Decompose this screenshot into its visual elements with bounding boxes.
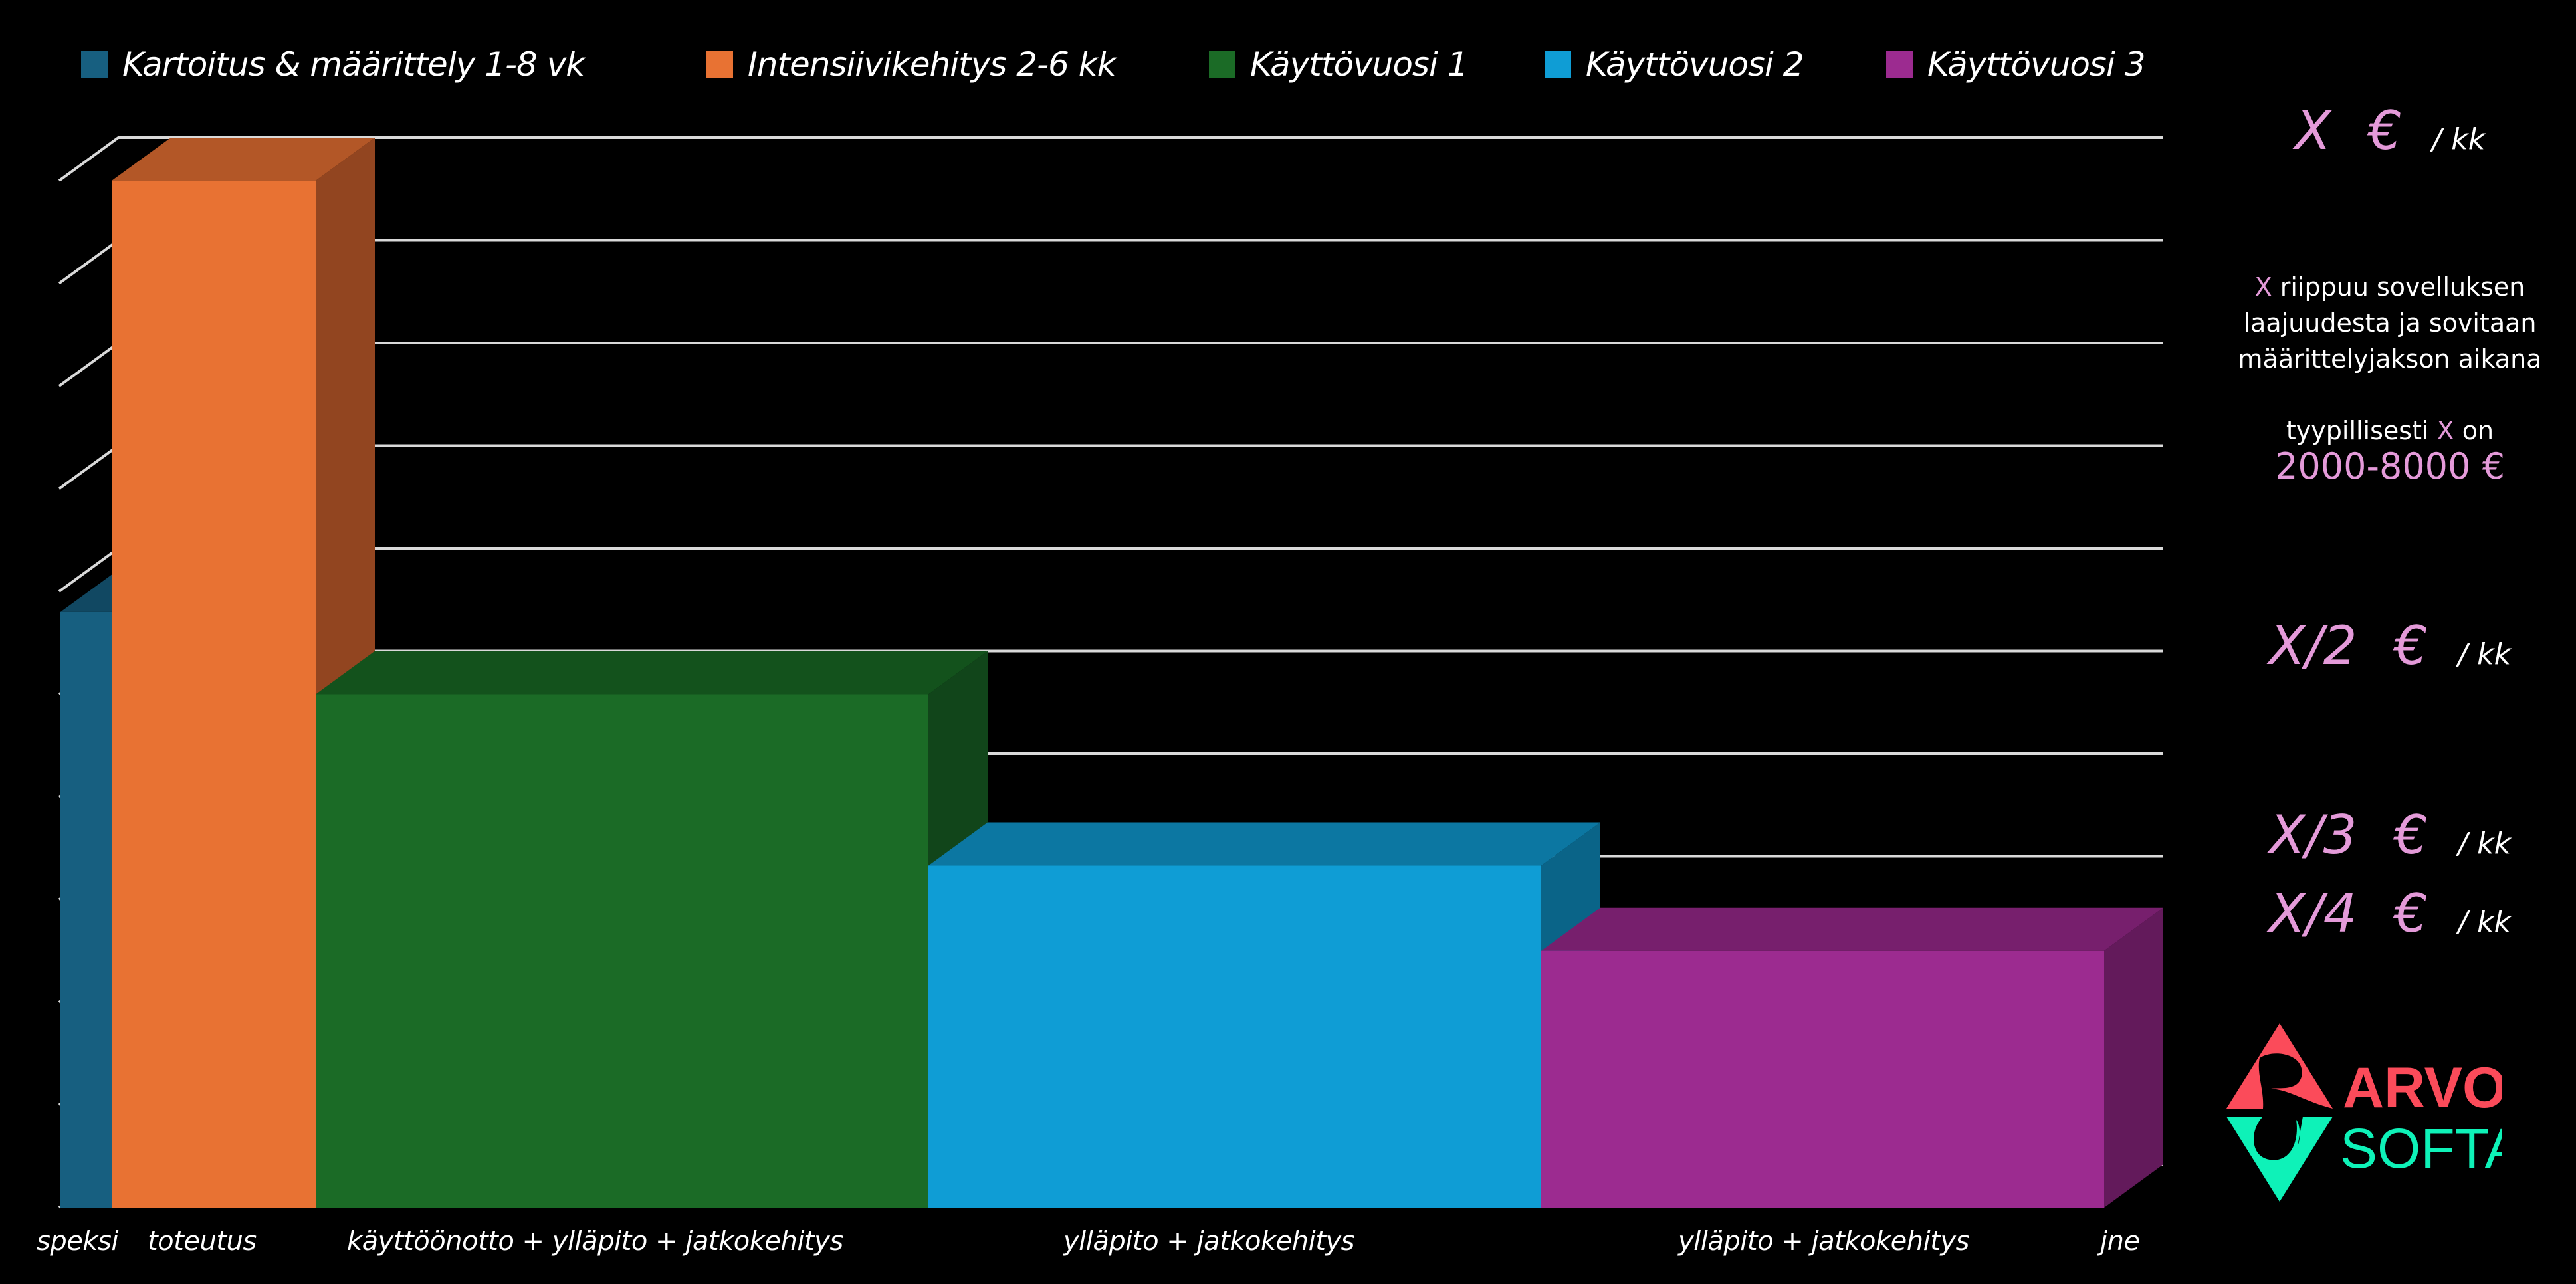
gridline-diagonal xyxy=(58,239,120,285)
note-line-4: tyypillisesti X on xyxy=(2286,416,2494,445)
x-axis-label: ylläpito + jatkokehitys xyxy=(1678,1226,1969,1257)
chart-legend: Kartoitus & määrittely 1-8 vk Intensiivik… xyxy=(81,41,2208,88)
legend-swatch xyxy=(1886,51,1913,78)
x-axis-label: käyttöönotto + ylläpito + jatkokehitys xyxy=(347,1226,843,1257)
bars xyxy=(60,138,2163,1208)
legend-item: Käyttövuosi 2 xyxy=(1545,41,1804,88)
pricing-note: X riippuu sovelluksen laajuudesta ja sov… xyxy=(2204,269,2576,484)
x-axis-label: toteutus xyxy=(148,1226,257,1257)
logo-text-arvo: ARVO xyxy=(2343,1056,2502,1120)
diamond-logo-icon xyxy=(2226,1023,2333,1202)
note-line-3: määrittelyjakson aikana xyxy=(2238,344,2542,374)
gridline-diagonal xyxy=(58,342,120,387)
gridline-diagonal xyxy=(58,136,120,182)
legend-item: Käyttövuosi 1 xyxy=(1209,41,1469,88)
x-axis-label: speksi xyxy=(37,1226,118,1257)
legend-swatch xyxy=(706,51,733,78)
legend-swatch xyxy=(81,51,108,78)
legend-label: Käyttövuosi 2 xyxy=(1586,45,1804,84)
gridline-diagonal xyxy=(58,547,120,593)
price-x: X xyxy=(2294,100,2331,161)
price-quarter-label: X/4 € / kk xyxy=(2268,883,2512,944)
legend-label: Intensiivikehitys 2-6 kk xyxy=(748,45,1117,84)
legend-label: Käyttövuosi 1 xyxy=(1250,45,1469,84)
price-half-label: X/2 € / kk xyxy=(2268,615,2512,677)
price-third-label: X/3 € / kk xyxy=(2268,804,2512,866)
legend-label: Käyttövuosi 3 xyxy=(1927,45,2146,84)
legend-label: Kartoitus & määrittely 1-8 vk xyxy=(122,45,585,84)
legend-item: Kartoitus & määrittely 1-8 vk xyxy=(81,41,585,88)
price-range: 2000-8000 € xyxy=(2275,445,2505,487)
gridline-diagonal xyxy=(58,444,120,490)
legend-item: Käyttövuosi 3 xyxy=(1886,41,2146,88)
x-axis-label: ylläpito + jatkokehitys xyxy=(1063,1226,1354,1257)
note-line-2: laajuudesta ja sovitaan xyxy=(2243,308,2537,338)
euro-symbol: € xyxy=(2368,100,2402,161)
x-axis-label: jne xyxy=(2100,1226,2140,1257)
legend-item: Intensiivikehitys 2-6 kk xyxy=(706,41,1117,88)
legend-swatch xyxy=(1209,51,1235,78)
note-line-1: X riippuu sovelluksen xyxy=(2254,272,2525,302)
price-full-label: X € / kk xyxy=(2204,100,2576,161)
logo-text-softa: SOFTA xyxy=(2340,1117,2502,1180)
bar xyxy=(316,651,988,1208)
bar xyxy=(928,822,1600,1208)
bar xyxy=(1541,907,2163,1208)
legend-swatch xyxy=(1545,51,1571,78)
arvosofta-logo: ARVO SOFTA xyxy=(2226,1023,2502,1202)
per-month-unit: / kk xyxy=(2432,122,2486,156)
